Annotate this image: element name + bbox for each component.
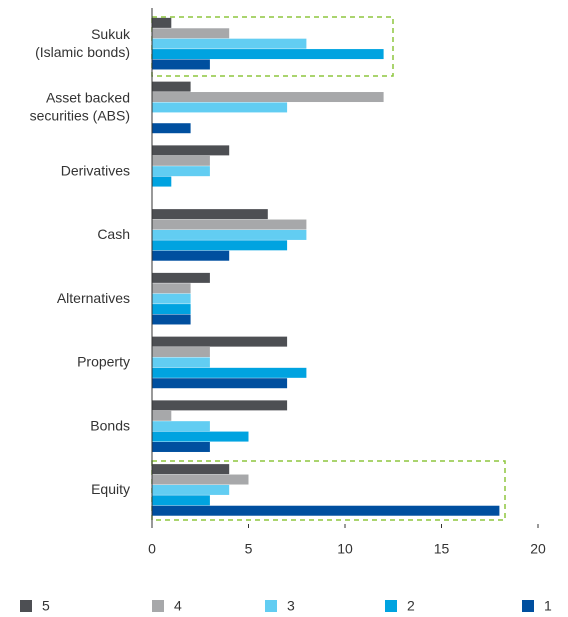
y-tick-label: Bonds — [90, 417, 130, 433]
y-tick-label: Alternatives — [57, 290, 130, 306]
bar — [152, 166, 210, 177]
y-tick-label: Derivatives — [61, 162, 130, 178]
bar — [152, 336, 288, 347]
bar — [152, 441, 210, 452]
y-tick-label: Property — [77, 353, 130, 369]
bar — [152, 145, 230, 156]
bar — [152, 209, 268, 220]
bar — [152, 293, 191, 304]
bar — [152, 357, 210, 368]
legend-label: 2 — [407, 598, 415, 614]
y-tick-label-line: Equity — [91, 481, 130, 497]
legend-label: 4 — [174, 598, 182, 614]
x-tick-label: 15 — [434, 541, 450, 557]
bar — [152, 400, 288, 411]
y-tick-label-line: Property — [77, 353, 130, 369]
bar — [152, 367, 307, 378]
bar — [152, 240, 288, 251]
legend-swatch — [522, 600, 534, 612]
x-tick-label: 20 — [530, 541, 546, 557]
bar — [152, 304, 191, 315]
legend-label: 5 — [42, 598, 50, 614]
bar — [152, 92, 384, 103]
bar — [152, 229, 307, 240]
legend-swatch — [20, 600, 32, 612]
legend-label: 3 — [287, 598, 295, 614]
bar — [152, 28, 230, 39]
legend-swatch — [385, 600, 397, 612]
bar — [152, 155, 210, 166]
bar — [152, 505, 500, 516]
y-tick-label-line: Cash — [97, 226, 130, 242]
legend-swatch — [265, 600, 277, 612]
bar — [152, 484, 230, 495]
bar — [152, 250, 230, 261]
bar — [152, 421, 210, 432]
legend-swatch — [152, 600, 164, 612]
x-tick-label: 0 — [148, 541, 156, 557]
y-tick-label: Equity — [91, 481, 130, 497]
bar — [152, 474, 249, 485]
bar — [152, 410, 172, 421]
legend-label: 1 — [544, 598, 552, 614]
bar — [152, 17, 172, 28]
bar — [152, 81, 191, 92]
y-tick-label: Cash — [97, 226, 130, 242]
y-tick-label-line: Asset backed — [46, 89, 130, 105]
bar — [152, 176, 172, 187]
x-tick-label: 10 — [337, 541, 353, 557]
y-tick-label: Asset backed securities (ABS) — [30, 89, 130, 123]
y-tick-label-line: (Islamic bonds) — [35, 44, 130, 60]
bar — [152, 283, 191, 294]
y-tick-label-line: Sukuk — [91, 26, 131, 42]
bar — [152, 123, 191, 134]
bar — [152, 219, 307, 230]
bar — [152, 272, 210, 283]
bar — [152, 38, 307, 49]
bar — [152, 495, 210, 506]
y-tick-label-line: Alternatives — [57, 290, 130, 306]
bar — [152, 431, 249, 442]
y-tick-label-line: securities (ABS) — [30, 107, 130, 123]
bar — [152, 378, 288, 389]
bar — [152, 59, 210, 70]
bar — [152, 102, 288, 113]
y-tick-label-line: Bonds — [90, 417, 130, 433]
y-tick-label-line: Derivatives — [61, 162, 130, 178]
y-tick-label: Sukuk (Islamic bonds) — [35, 26, 131, 60]
bar — [152, 49, 384, 60]
bar — [152, 314, 191, 325]
bar — [152, 347, 210, 358]
x-tick-label: 5 — [245, 541, 253, 557]
bar — [152, 464, 230, 475]
